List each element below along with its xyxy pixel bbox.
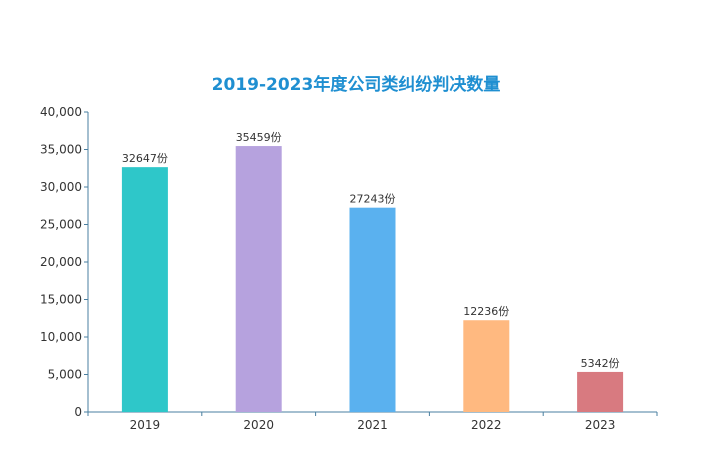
x-tick-label: 2023 (585, 418, 616, 432)
bar-value-label: 32647份 (122, 152, 168, 165)
bar-2022 (463, 320, 510, 412)
x-tick-label: 2022 (471, 418, 502, 432)
bar-2021 (349, 207, 396, 412)
x-tick-label: 2019 (130, 418, 161, 432)
y-tick-label: 30,000 (40, 180, 82, 194)
y-tick-label: 0 (74, 405, 82, 419)
x-tick-label: 2020 (243, 418, 274, 432)
bar-value-label: 12236份 (463, 305, 509, 318)
x-tick-label: 2021 (357, 418, 388, 432)
y-tick-label: 40,000 (40, 105, 82, 119)
y-tick-label: 10,000 (40, 330, 82, 344)
bar-value-label: 27243份 (350, 193, 396, 206)
bar-value-label: 35459份 (236, 131, 282, 144)
y-tick-label: 15,000 (40, 293, 82, 307)
bar-2023 (577, 371, 624, 412)
y-tick-label: 5,000 (48, 368, 82, 382)
y-tick-label: 35,000 (40, 143, 82, 157)
y-tick-label: 25,000 (40, 218, 82, 232)
y-tick-label: 20,000 (40, 255, 82, 269)
chart-title: 2019-2023年度公司类纠纷判决数量 (211, 75, 501, 95)
bar-2020 (235, 146, 282, 412)
bar-2019 (121, 167, 168, 412)
bar-value-label: 5342份 (581, 357, 620, 370)
